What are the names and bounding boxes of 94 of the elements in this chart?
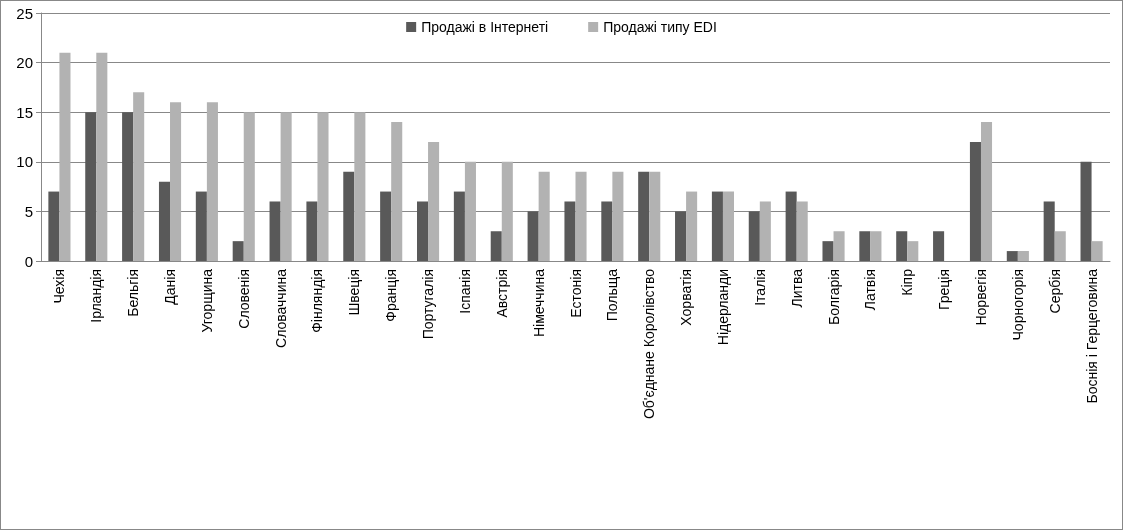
- bar: [980, 122, 993, 261]
- bar: [601, 201, 613, 261]
- bar: [564, 201, 576, 261]
- bar: [380, 191, 392, 261]
- y-tick-label: 0: [24, 252, 33, 270]
- bar: [206, 102, 218, 261]
- x-tick-label: Боснія і Герцеговина: [1083, 268, 1100, 404]
- bar: [48, 191, 60, 261]
- bar: [896, 231, 908, 261]
- bar: [785, 191, 797, 261]
- x-tick-label: Словенія: [235, 269, 252, 329]
- x-tick-label: Греція: [936, 269, 953, 311]
- x-tick-label: Португалія: [420, 269, 437, 340]
- bar: [1017, 251, 1029, 261]
- x-tick-label: Кіпр: [899, 268, 916, 296]
- bar: [232, 241, 244, 261]
- bar: [501, 161, 513, 261]
- x-tick-label: Литва: [788, 268, 805, 308]
- x-tick-label: Хорватія: [678, 269, 695, 326]
- bar: [391, 122, 403, 261]
- y-tick-label: 25: [16, 4, 33, 22]
- legend-label: Продажі в Інтернеті: [421, 19, 549, 35]
- bar: [1091, 241, 1103, 261]
- bar: [243, 112, 255, 261]
- bar: [269, 201, 281, 261]
- y-tick-label: 15: [16, 103, 33, 121]
- bar: [158, 181, 171, 261]
- bar: [711, 191, 723, 261]
- bar: [416, 201, 429, 261]
- y-tick-label: 10: [16, 153, 33, 171]
- bar: [1054, 231, 1066, 261]
- bar: [1006, 251, 1018, 261]
- bar: [527, 211, 539, 261]
- x-tick-label: Данія: [162, 269, 179, 305]
- x-tick-label: Австрія: [493, 269, 510, 318]
- bar: [464, 161, 476, 261]
- bar: [575, 171, 587, 261]
- x-tick-label: Бельгія: [125, 269, 142, 317]
- x-tick-label: Італія: [751, 269, 768, 306]
- x-tick-label: Франція: [383, 269, 400, 322]
- bar: [170, 102, 182, 261]
- bar: [354, 112, 366, 261]
- bar: [428, 141, 440, 261]
- x-tick-label: Нідерланди: [714, 269, 731, 346]
- x-tick-label: Естонія: [567, 269, 584, 318]
- bar: [870, 231, 882, 261]
- bar: [195, 191, 207, 261]
- x-tick-label: Сербія: [1046, 269, 1063, 314]
- bar: [343, 171, 355, 261]
- bar: [649, 171, 661, 261]
- x-tick-label: Словаччина: [272, 268, 289, 348]
- bar: [612, 171, 624, 261]
- bar: [133, 92, 145, 261]
- x-tick-label: Норвегія: [972, 269, 989, 326]
- x-tick-label: Угорщина: [198, 268, 215, 333]
- y-tick-label: 5: [24, 202, 33, 220]
- x-tick-label: Чехія: [51, 269, 68, 304]
- bar: [722, 191, 735, 261]
- bar: [833, 231, 845, 261]
- y-tick-label: 20: [16, 54, 33, 72]
- bar: [453, 191, 465, 261]
- bar: [796, 201, 808, 261]
- bar: [122, 112, 134, 261]
- bar: [538, 171, 550, 261]
- x-tick-label: Об'єднане Королівство: [641, 268, 658, 420]
- bar: [317, 112, 329, 261]
- x-tick-label: Іспанія: [456, 269, 473, 314]
- bar: [933, 231, 945, 261]
- bar: [759, 201, 771, 261]
- bar: [686, 191, 698, 261]
- bar: [675, 211, 687, 261]
- bar: [96, 52, 108, 261]
- legend-label: Продажі типу EDI: [603, 19, 717, 35]
- x-tick-label: Болгарія: [825, 269, 842, 325]
- bar: [59, 52, 71, 261]
- x-tick-label: Латвія: [862, 269, 879, 311]
- x-tick-label: Швеція: [346, 269, 363, 316]
- x-tick-label: Чорногорія: [1009, 269, 1026, 341]
- bar: [907, 241, 919, 261]
- x-tick-label: Польща: [604, 268, 621, 322]
- bar: [1043, 201, 1055, 261]
- bar: [638, 171, 650, 261]
- bar: [490, 231, 502, 261]
- bar: [1080, 161, 1092, 261]
- bar: [280, 112, 292, 261]
- x-tick-label: Німеччина: [530, 268, 547, 338]
- x-tick-label: Ірландія: [88, 269, 105, 323]
- bar: [306, 201, 318, 261]
- bar: [859, 231, 871, 261]
- bar: [969, 141, 981, 261]
- bar: [85, 112, 97, 261]
- bar: [748, 211, 760, 261]
- x-tick-label: Фінляндія: [309, 269, 326, 333]
- bar: [822, 241, 834, 261]
